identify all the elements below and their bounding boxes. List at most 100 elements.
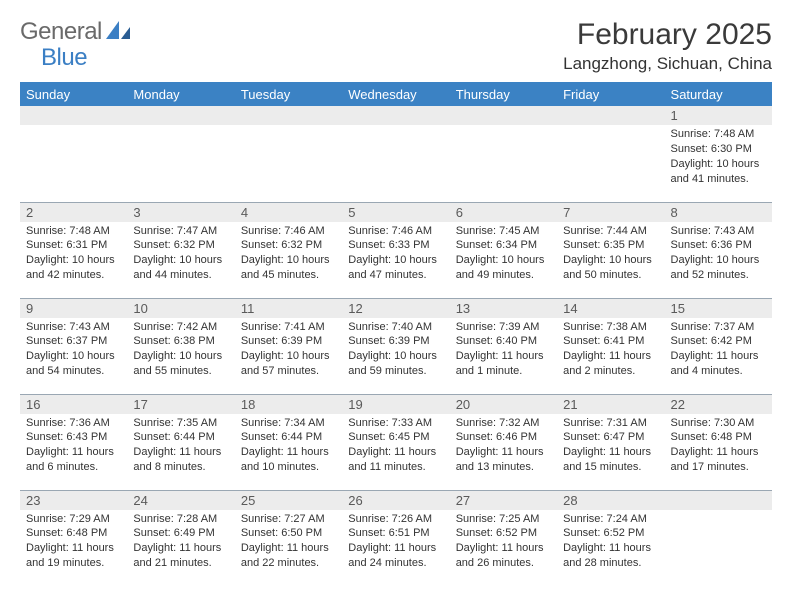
day-cell: 20Sunrise: 7:32 AMSunset: 6:46 PMDayligh…: [450, 394, 557, 490]
dayhead-tue: Tuesday: [235, 83, 342, 107]
day-cell: 26Sunrise: 7:26 AMSunset: 6:51 PMDayligh…: [342, 490, 449, 586]
dayhead-sat: Saturday: [665, 83, 772, 107]
day-number-empty: [450, 106, 557, 125]
day-details: Sunrise: 7:35 AMSunset: 6:44 PMDaylight:…: [127, 414, 234, 479]
day-details: Sunrise: 7:32 AMSunset: 6:46 PMDaylight:…: [450, 414, 557, 479]
day-details: Sunrise: 7:33 AMSunset: 6:45 PMDaylight:…: [342, 414, 449, 479]
logo-text-blue-wrap: Blue: [41, 44, 87, 72]
day-number: 22: [665, 395, 772, 414]
week-row: 16Sunrise: 7:36 AMSunset: 6:43 PMDayligh…: [20, 394, 772, 490]
week-row: 2Sunrise: 7:48 AMSunset: 6:31 PMDaylight…: [20, 202, 772, 298]
week-row: 9Sunrise: 7:43 AMSunset: 6:37 PMDaylight…: [20, 298, 772, 394]
dayhead-mon: Monday: [127, 83, 234, 107]
day-cell: 25Sunrise: 7:27 AMSunset: 6:50 PMDayligh…: [235, 490, 342, 586]
day-cell: [450, 106, 557, 202]
day-number: 2: [20, 203, 127, 222]
day-cell: [235, 106, 342, 202]
day-number-empty: [127, 106, 234, 125]
day-cell: 28Sunrise: 7:24 AMSunset: 6:52 PMDayligh…: [557, 490, 664, 586]
day-details: Sunrise: 7:37 AMSunset: 6:42 PMDaylight:…: [665, 318, 772, 383]
day-cell: 22Sunrise: 7:30 AMSunset: 6:48 PMDayligh…: [665, 394, 772, 490]
day-cell: [127, 106, 234, 202]
calendar-body: 1Sunrise: 7:48 AMSunset: 6:30 PMDaylight…: [20, 106, 772, 586]
day-details: Sunrise: 7:43 AMSunset: 6:37 PMDaylight:…: [20, 318, 127, 383]
day-cell: 11Sunrise: 7:41 AMSunset: 6:39 PMDayligh…: [235, 298, 342, 394]
day-details: Sunrise: 7:41 AMSunset: 6:39 PMDaylight:…: [235, 318, 342, 383]
day-number: 26: [342, 491, 449, 510]
day-number: 24: [127, 491, 234, 510]
day-number: 17: [127, 395, 234, 414]
day-number: 16: [20, 395, 127, 414]
logo-sail-icon: [106, 19, 132, 46]
day-cell: 1Sunrise: 7:48 AMSunset: 6:30 PMDaylight…: [665, 106, 772, 202]
day-cell: 4Sunrise: 7:46 AMSunset: 6:32 PMDaylight…: [235, 202, 342, 298]
day-details: Sunrise: 7:31 AMSunset: 6:47 PMDaylight:…: [557, 414, 664, 479]
day-cell: 6Sunrise: 7:45 AMSunset: 6:34 PMDaylight…: [450, 202, 557, 298]
day-number: 27: [450, 491, 557, 510]
day-number: 14: [557, 299, 664, 318]
day-number: 12: [342, 299, 449, 318]
day-number: 6: [450, 203, 557, 222]
day-number: 5: [342, 203, 449, 222]
day-details: Sunrise: 7:29 AMSunset: 6:48 PMDaylight:…: [20, 510, 127, 575]
day-cell: [342, 106, 449, 202]
day-details: Sunrise: 7:43 AMSunset: 6:36 PMDaylight:…: [665, 222, 772, 287]
day-number: 23: [20, 491, 127, 510]
week-row: 23Sunrise: 7:29 AMSunset: 6:48 PMDayligh…: [20, 490, 772, 586]
day-number-empty: [342, 106, 449, 125]
day-number: 19: [342, 395, 449, 414]
day-cell: 15Sunrise: 7:37 AMSunset: 6:42 PMDayligh…: [665, 298, 772, 394]
day-number: 20: [450, 395, 557, 414]
day-details: Sunrise: 7:44 AMSunset: 6:35 PMDaylight:…: [557, 222, 664, 287]
dayhead-sun: Sunday: [20, 83, 127, 107]
day-cell: 8Sunrise: 7:43 AMSunset: 6:36 PMDaylight…: [665, 202, 772, 298]
day-details: Sunrise: 7:34 AMSunset: 6:44 PMDaylight:…: [235, 414, 342, 479]
day-cell: [557, 106, 664, 202]
day-cell: 13Sunrise: 7:39 AMSunset: 6:40 PMDayligh…: [450, 298, 557, 394]
day-number: 4: [235, 203, 342, 222]
logo-text-blue: Blue: [41, 44, 87, 71]
day-cell: 7Sunrise: 7:44 AMSunset: 6:35 PMDaylight…: [557, 202, 664, 298]
day-cell: [665, 490, 772, 586]
day-cell: 18Sunrise: 7:34 AMSunset: 6:44 PMDayligh…: [235, 394, 342, 490]
day-details: Sunrise: 7:48 AMSunset: 6:31 PMDaylight:…: [20, 222, 127, 287]
day-cell: [20, 106, 127, 202]
day-details: Sunrise: 7:30 AMSunset: 6:48 PMDaylight:…: [665, 414, 772, 479]
day-number: 8: [665, 203, 772, 222]
day-cell: 10Sunrise: 7:42 AMSunset: 6:38 PMDayligh…: [127, 298, 234, 394]
day-cell: 5Sunrise: 7:46 AMSunset: 6:33 PMDaylight…: [342, 202, 449, 298]
day-details: Sunrise: 7:42 AMSunset: 6:38 PMDaylight:…: [127, 318, 234, 383]
day-number: 10: [127, 299, 234, 318]
day-number: 21: [557, 395, 664, 414]
location: Langzhong, Sichuan, China: [563, 54, 772, 74]
logo: General: [20, 18, 134, 46]
day-details: Sunrise: 7:28 AMSunset: 6:49 PMDaylight:…: [127, 510, 234, 575]
dayhead-thu: Thursday: [450, 83, 557, 107]
day-details: Sunrise: 7:48 AMSunset: 6:30 PMDaylight:…: [665, 125, 772, 190]
day-number: 15: [665, 299, 772, 318]
day-details: Sunrise: 7:45 AMSunset: 6:34 PMDaylight:…: [450, 222, 557, 287]
day-cell: 14Sunrise: 7:38 AMSunset: 6:41 PMDayligh…: [557, 298, 664, 394]
day-number-empty: [20, 106, 127, 125]
day-cell: 17Sunrise: 7:35 AMSunset: 6:44 PMDayligh…: [127, 394, 234, 490]
day-details: Sunrise: 7:38 AMSunset: 6:41 PMDaylight:…: [557, 318, 664, 383]
day-details: Sunrise: 7:25 AMSunset: 6:52 PMDaylight:…: [450, 510, 557, 575]
day-details: Sunrise: 7:36 AMSunset: 6:43 PMDaylight:…: [20, 414, 127, 479]
day-number: 7: [557, 203, 664, 222]
day-number: 13: [450, 299, 557, 318]
dayhead-wed: Wednesday: [342, 83, 449, 107]
day-cell: 9Sunrise: 7:43 AMSunset: 6:37 PMDaylight…: [20, 298, 127, 394]
header: General February 2025 Langzhong, Sichuan…: [20, 18, 772, 74]
day-number-empty: [557, 106, 664, 125]
day-cell: 16Sunrise: 7:36 AMSunset: 6:43 PMDayligh…: [20, 394, 127, 490]
day-details: Sunrise: 7:26 AMSunset: 6:51 PMDaylight:…: [342, 510, 449, 575]
day-cell: 23Sunrise: 7:29 AMSunset: 6:48 PMDayligh…: [20, 490, 127, 586]
day-details: Sunrise: 7:24 AMSunset: 6:52 PMDaylight:…: [557, 510, 664, 575]
day-number: 9: [20, 299, 127, 318]
day-number: 11: [235, 299, 342, 318]
day-details: Sunrise: 7:46 AMSunset: 6:32 PMDaylight:…: [235, 222, 342, 287]
calendar-table: Sunday Monday Tuesday Wednesday Thursday…: [20, 82, 772, 586]
title-block: February 2025 Langzhong, Sichuan, China: [563, 18, 772, 74]
day-cell: 21Sunrise: 7:31 AMSunset: 6:47 PMDayligh…: [557, 394, 664, 490]
day-cell: 12Sunrise: 7:40 AMSunset: 6:39 PMDayligh…: [342, 298, 449, 394]
